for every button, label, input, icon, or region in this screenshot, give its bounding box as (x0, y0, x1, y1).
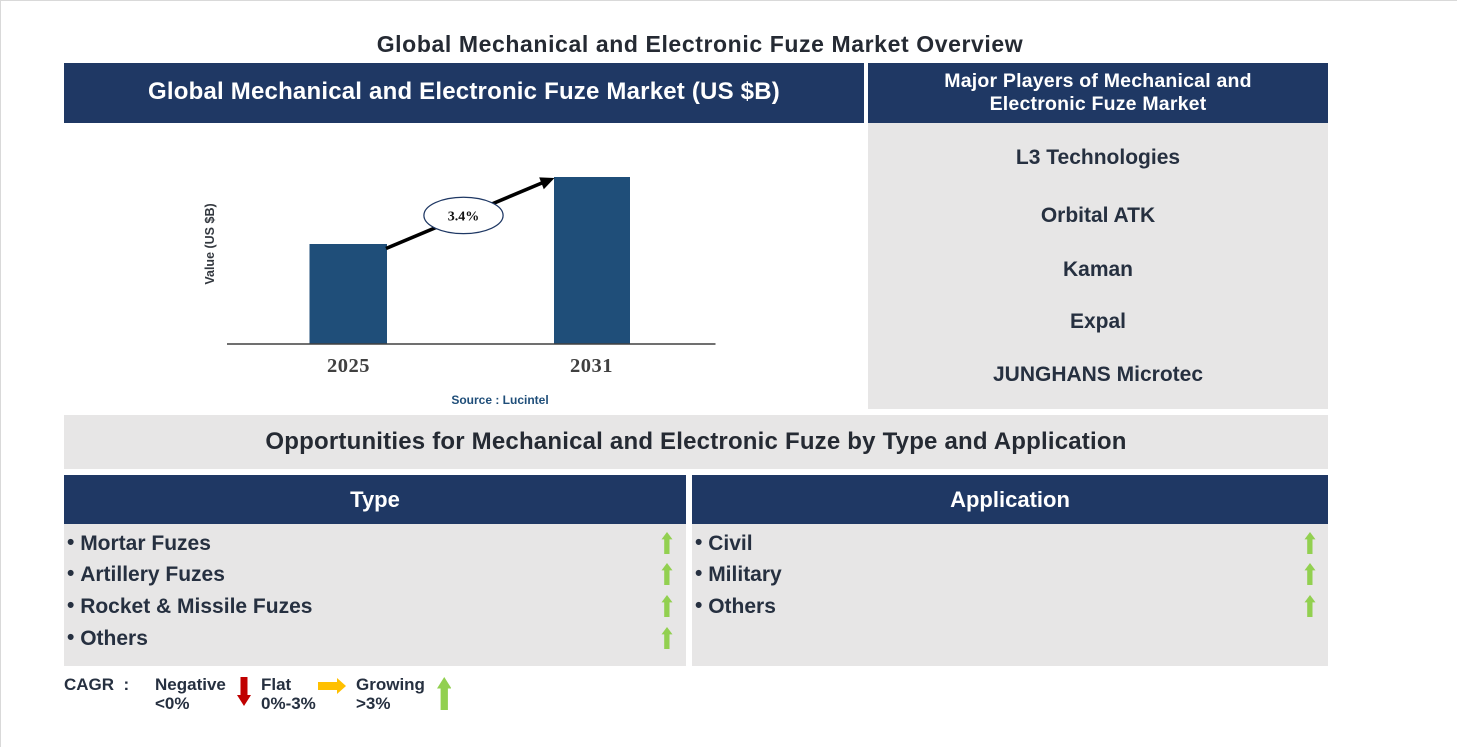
svg-text:Value (US $B): Value (US $B) (203, 203, 217, 284)
svg-text:2031: 2031 (570, 355, 613, 377)
svg-text:3.4%: 3.4% (448, 210, 480, 225)
svg-text:2025: 2025 (327, 355, 370, 377)
svg-text:Source : Lucintel: Source : Lucintel (451, 393, 548, 407)
